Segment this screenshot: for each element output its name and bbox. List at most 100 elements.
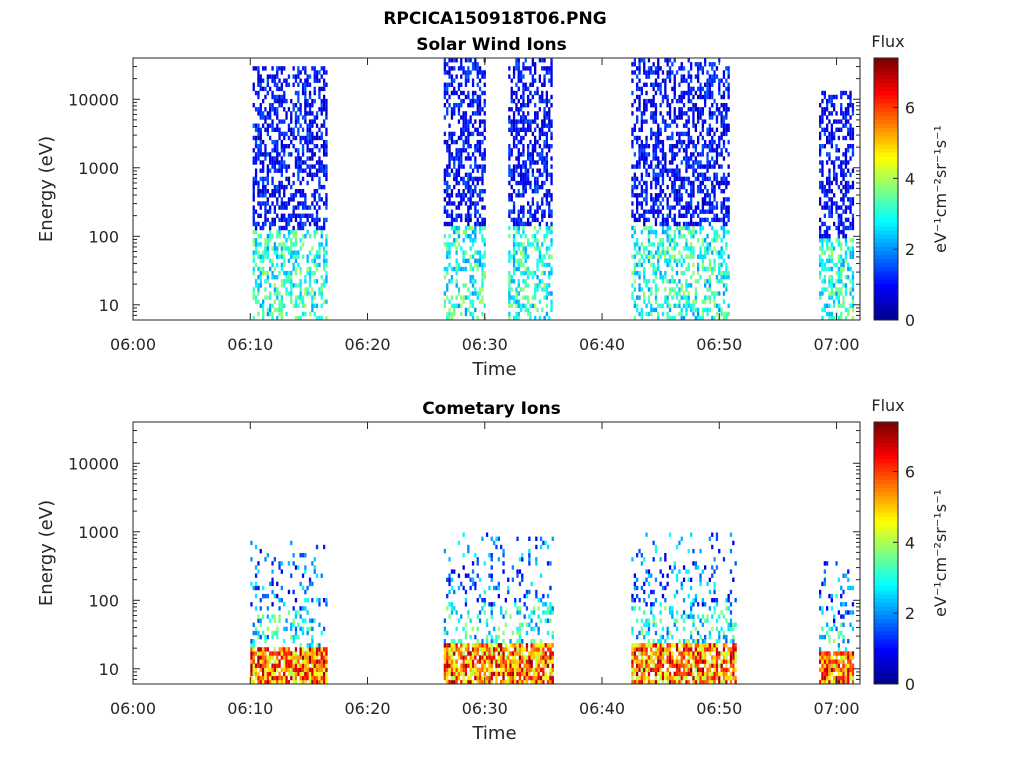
heatmap-cell: [517, 291, 520, 296]
heatmap-cell: [543, 131, 546, 137]
heatmap-cell: [545, 197, 548, 202]
heatmap-cell: [483, 561, 486, 566]
heatmap-cell: [821, 184, 824, 190]
heatmap-cell: [518, 643, 522, 648]
heatmap-cell: [262, 221, 265, 227]
heatmap-cell: [283, 651, 286, 656]
heatmap-cell: [287, 279, 291, 284]
heatmap-cell: [516, 569, 519, 574]
heatmap-cell: [294, 303, 298, 308]
heatmap-cell: [318, 164, 321, 169]
heatmap-cell: [675, 131, 679, 137]
heatmap-cell: [457, 573, 461, 578]
heatmap-cell: [657, 246, 660, 251]
heatmap-cell: [530, 655, 533, 660]
heatmap-cell: [462, 144, 465, 149]
heatmap-cell: [507, 589, 510, 595]
heatmap-cell: [297, 82, 300, 87]
heatmap-cell: [652, 82, 655, 87]
heatmap-cell: [550, 62, 553, 67]
colorbar-step: [874, 78, 898, 84]
heatmap-cell: [273, 221, 276, 227]
heatmap-cell: [306, 229, 309, 235]
heatmap-cell: [299, 107, 302, 112]
colorbar-step: [874, 115, 898, 120]
heatmap-cell: [718, 217, 721, 223]
heatmap-cell: [283, 78, 286, 83]
heatmap-cell: [666, 234, 669, 239]
heatmap-cell: [543, 262, 546, 268]
heatmap-cell: [483, 610, 486, 615]
heatmap-cell: [264, 94, 267, 100]
heatmap-cell: [460, 639, 463, 644]
heatmap-cell: [511, 630, 514, 636]
heatmap-cell: [668, 205, 672, 210]
heatmap-cell: [469, 679, 472, 685]
heatmap-cell: [481, 180, 484, 186]
heatmap-cell: [828, 315, 831, 321]
heatmap-cell: [478, 103, 482, 108]
heatmap-cell: [706, 86, 709, 92]
heatmap-cell: [666, 258, 669, 263]
heatmap-cell: [518, 667, 522, 672]
heatmap-cell: [290, 127, 293, 132]
heatmap-cell: [448, 254, 451, 259]
heatmap-cell: [471, 254, 475, 259]
heatmap-cell: [543, 234, 546, 239]
heatmap-cell: [713, 148, 716, 153]
heatmap-cell: [254, 651, 258, 656]
heatmap-cell: [545, 262, 548, 268]
heatmap-cell: [471, 225, 475, 231]
heatmap-cell: [664, 221, 667, 227]
heatmap-cell: [666, 123, 669, 128]
heatmap-cell: [299, 279, 302, 284]
heatmap-cell: [844, 123, 848, 128]
heatmap-cell: [515, 164, 518, 169]
heatmap-cell: [524, 115, 527, 120]
heatmap-cell: [271, 262, 274, 268]
heatmap-cell: [687, 164, 690, 169]
heatmap-cell: [252, 659, 255, 664]
heatmap-cell: [680, 107, 683, 112]
heatmap-cell: [294, 266, 298, 272]
heatmap-cell: [467, 287, 470, 292]
heatmap-cell: [290, 242, 293, 247]
heatmap-cell: [524, 250, 527, 255]
heatmap-cell: [830, 103, 833, 108]
heatmap-cell: [450, 242, 454, 247]
heatmap-cell: [308, 675, 312, 681]
heatmap-cell: [671, 131, 674, 137]
heatmap-cell: [828, 238, 831, 243]
heatmap-cell: [531, 303, 534, 308]
heatmap-cell: [259, 139, 262, 145]
heatmap-cell: [481, 679, 484, 685]
heatmap-cell: [446, 144, 449, 149]
heatmap-cell: [464, 295, 468, 300]
heatmap-cell: [517, 242, 520, 247]
heatmap-cell: [483, 217, 486, 223]
heatmap-cell: [668, 242, 672, 247]
heatmap-cell: [308, 148, 312, 153]
heatmap-cell: [290, 111, 293, 116]
heatmap-cell: [453, 176, 456, 182]
heatmap-cell: [692, 311, 695, 317]
heatmap-cell: [640, 229, 643, 235]
heatmap-cell: [266, 679, 269, 685]
heatmap-cell: [264, 119, 267, 124]
heatmap-cell: [664, 160, 667, 165]
heatmap-cell: [450, 189, 454, 194]
heatmap-cell: [531, 197, 534, 202]
heatmap-cell: [826, 205, 829, 210]
heatmap-cell: [287, 589, 291, 595]
heatmap-cell: [453, 307, 456, 313]
heatmap-cell: [699, 209, 702, 214]
heatmap-cell: [690, 164, 693, 169]
heatmap-cell: [528, 553, 531, 558]
heatmap-cell: [446, 164, 449, 169]
heatmap-cell: [325, 144, 328, 149]
heatmap-cell: [262, 671, 265, 677]
heatmap-cell: [453, 86, 456, 92]
heatmap-cell: [264, 634, 267, 640]
heatmap-cell: [285, 111, 288, 116]
colorbar-step: [874, 74, 898, 79]
